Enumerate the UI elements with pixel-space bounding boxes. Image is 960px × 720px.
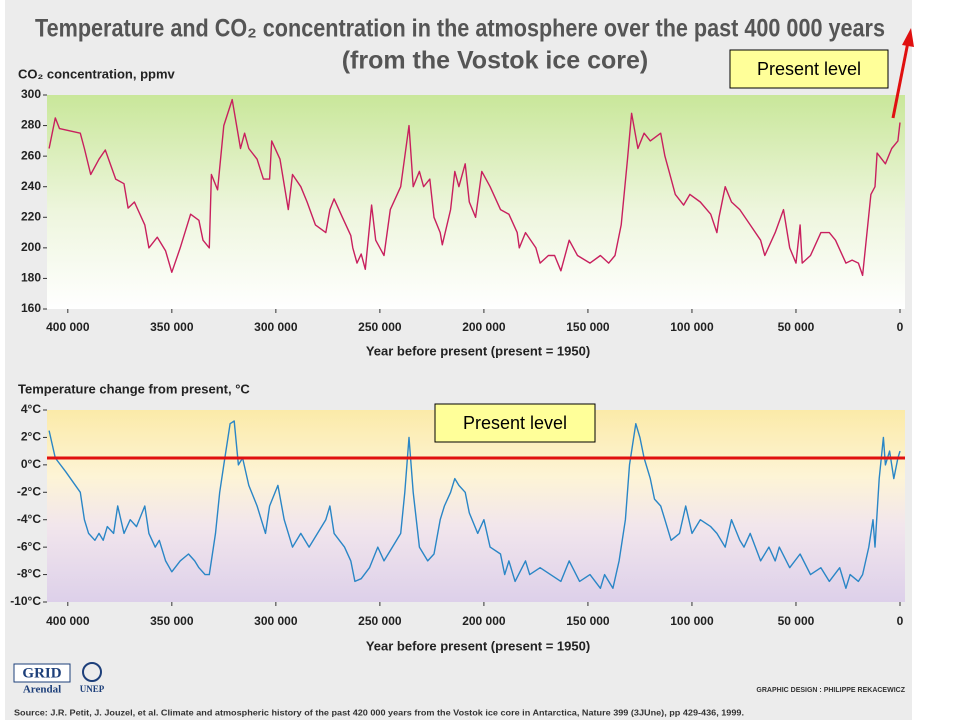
y-tick-label: 2°C <box>21 430 41 444</box>
x-tick-label: 100 000 <box>670 320 714 334</box>
y-axis-label: Temperature change from present, °C <box>18 381 250 396</box>
x-tick-label: 50 000 <box>778 614 815 628</box>
x-tick-label: 350 000 <box>150 320 194 334</box>
credit: GRAPHIC DESIGN : PHILIPPE REKACEWICZ <box>756 687 905 694</box>
plot-area <box>47 95 905 309</box>
annotation: Present level <box>463 413 567 433</box>
x-tick-label: 150 000 <box>566 614 610 628</box>
y-tick-label: -2°C <box>17 484 41 498</box>
x-tick-label: 200 000 <box>462 320 506 334</box>
y-tick-label: 180 <box>21 271 41 285</box>
logo-text: UNEP <box>80 684 105 694</box>
x-tick-label: 200 000 <box>462 614 506 628</box>
annotation-box <box>729 49 889 89</box>
y-tick-label: 300 <box>21 87 41 101</box>
x-tick-label: 250 000 <box>358 614 402 628</box>
x-tick-label: 300 000 <box>254 320 298 334</box>
logo-box <box>13 663 71 683</box>
x-tick-label: 0 <box>897 320 904 334</box>
y-tick-label: -10°C <box>10 594 41 608</box>
y-axis-label: CO₂ concentration, ppmv <box>18 66 176 81</box>
y-tick-label: 260 <box>21 148 41 162</box>
source: Source: J.R. Petit, J. Jouzel, et al. Cl… <box>14 707 744 717</box>
x-tick-label: 300 000 <box>254 614 298 628</box>
x-tick-label: 400 000 <box>46 614 90 628</box>
data-line <box>48 98 901 277</box>
x-tick-label: 150 000 <box>566 320 610 334</box>
data-line <box>48 420 901 589</box>
x-axis-label: Year before present (present = 1950) <box>366 638 590 653</box>
x-axis-label: Year before present (present = 1950) <box>366 343 590 358</box>
logo-text: Arendal <box>23 684 61 696</box>
y-tick-label: -4°C <box>17 512 41 526</box>
y-tick-label: 0°C <box>21 457 41 471</box>
subtitle: (from the Vostok ice core) <box>342 47 649 75</box>
annotation-box <box>434 403 596 443</box>
y-tick-label: 220 <box>21 209 41 223</box>
x-tick-label: 0 <box>897 614 904 628</box>
logo-text: GRID <box>22 665 61 681</box>
logo-emblem <box>82 662 102 682</box>
y-tick-label: -8°C <box>17 567 41 581</box>
x-tick-label: 50 000 <box>778 320 815 334</box>
arrow-shaft <box>891 41 910 119</box>
x-tick-label: 400 000 <box>46 320 90 334</box>
y-tick-label: 4°C <box>21 402 41 416</box>
x-tick-label: 250 000 <box>358 320 402 334</box>
x-tick-label: 350 000 <box>150 614 194 628</box>
y-tick-label: -6°C <box>17 539 41 553</box>
x-tick-label: 100 000 <box>670 614 714 628</box>
arrow-head <box>902 28 914 47</box>
y-tick-label: 160 <box>21 301 41 315</box>
title: Temperature and CO₂ concentration in the… <box>35 15 885 43</box>
annotation: Present level <box>757 59 861 79</box>
y-tick-label: 280 <box>21 118 41 132</box>
y-tick-label: 240 <box>21 179 41 193</box>
y-tick-label: 200 <box>21 240 41 254</box>
